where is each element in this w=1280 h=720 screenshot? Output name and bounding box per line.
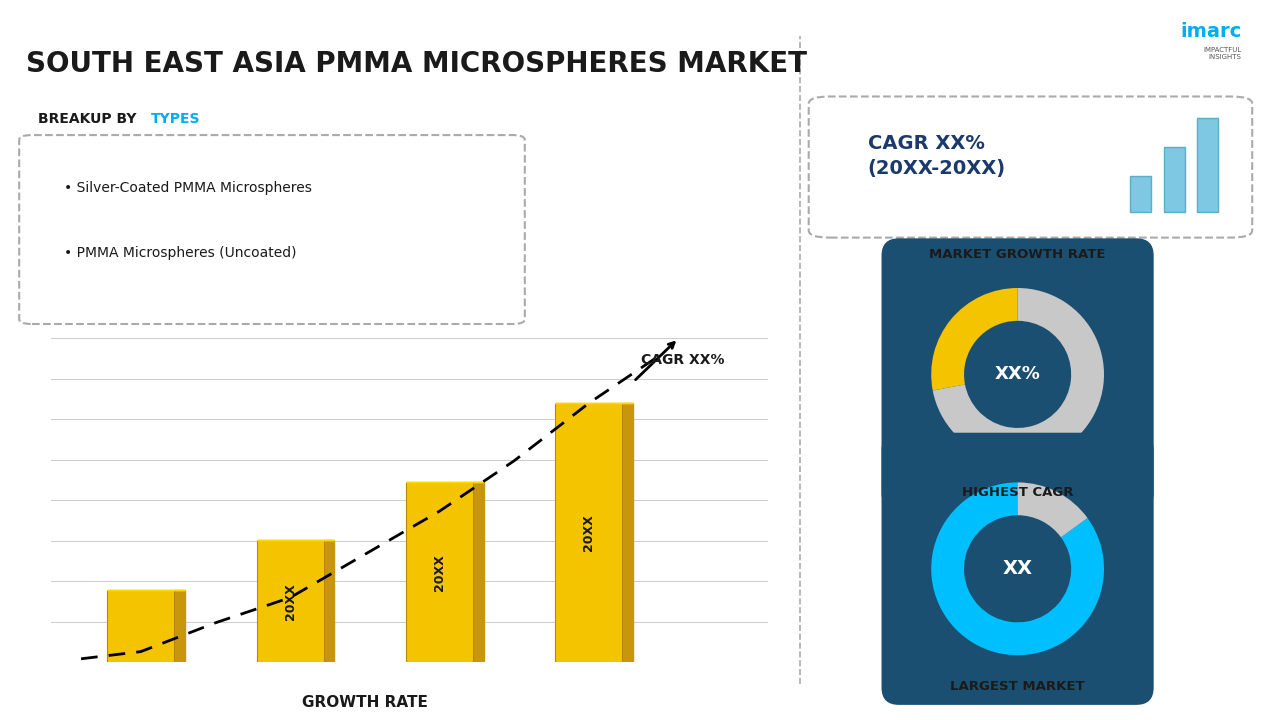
FancyBboxPatch shape <box>19 135 525 324</box>
Polygon shape <box>474 482 484 662</box>
Text: MARKET GROWTH RATE: MARKET GROWTH RATE <box>929 248 1106 261</box>
Wedge shape <box>1018 482 1088 537</box>
FancyBboxPatch shape <box>809 96 1252 238</box>
FancyBboxPatch shape <box>1164 147 1185 212</box>
Text: • PMMA Microspheres (Uncoated): • PMMA Microspheres (Uncoated) <box>64 246 297 260</box>
Wedge shape <box>932 288 1018 390</box>
Text: 20XX: 20XX <box>284 582 297 620</box>
Text: TYPES: TYPES <box>151 112 200 126</box>
Text: IMPACTFUL
INSIGHTS: IMPACTFUL INSIGHTS <box>1203 47 1242 60</box>
Text: HIGHEST CAGR: HIGHEST CAGR <box>961 486 1074 499</box>
Bar <box>406 482 474 662</box>
Text: CAGR XX%: CAGR XX% <box>641 354 724 367</box>
Bar <box>108 590 174 662</box>
Text: SOUTH EAST ASIA PMMA MICROSPHERES MARKET: SOUTH EAST ASIA PMMA MICROSPHERES MARKET <box>26 50 806 78</box>
Text: BREAKUP BY: BREAKUP BY <box>38 112 142 126</box>
Bar <box>256 540 324 662</box>
Text: GROWTH RATE: GROWTH RATE <box>302 695 428 710</box>
FancyBboxPatch shape <box>1197 118 1219 212</box>
Bar <box>556 403 622 662</box>
Text: • Silver-Coated PMMA Microspheres: • Silver-Coated PMMA Microspheres <box>64 181 312 195</box>
Text: LARGEST MARKET: LARGEST MARKET <box>950 680 1085 693</box>
Text: 20XX: 20XX <box>582 514 595 552</box>
Text: XX%: XX% <box>995 365 1041 383</box>
Text: 20XX: 20XX <box>433 554 445 591</box>
Text: CAGR XX%
(20XX-20XX): CAGR XX% (20XX-20XX) <box>868 134 1006 178</box>
Text: imarc: imarc <box>1180 22 1242 40</box>
Polygon shape <box>324 540 334 662</box>
FancyBboxPatch shape <box>882 238 1153 510</box>
Wedge shape <box>932 482 1103 655</box>
FancyBboxPatch shape <box>1130 176 1151 212</box>
FancyBboxPatch shape <box>882 433 1153 705</box>
Text: XX: XX <box>1002 559 1033 578</box>
Wedge shape <box>933 288 1103 461</box>
Polygon shape <box>174 590 184 662</box>
Polygon shape <box>622 403 632 662</box>
